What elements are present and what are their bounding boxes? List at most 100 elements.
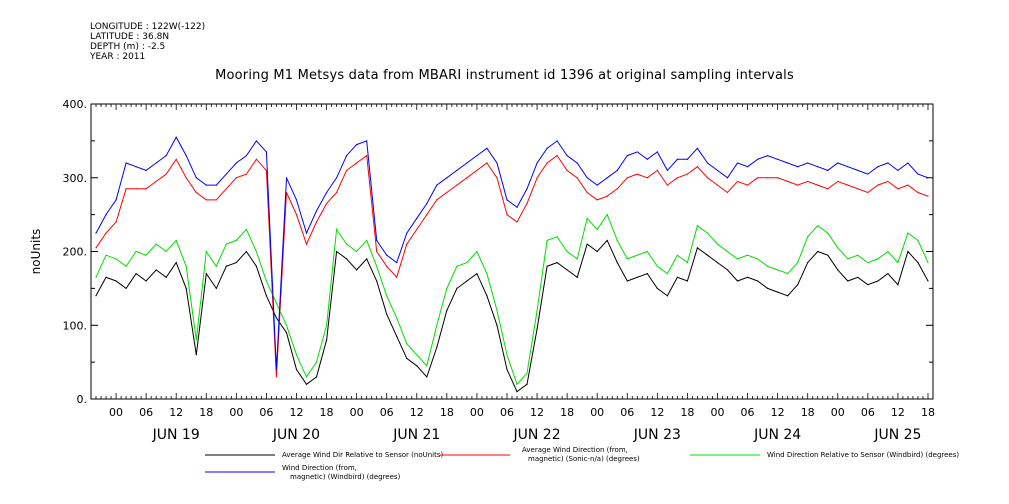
data-point-series-3: [295, 354, 298, 356]
data-point-series-2: [165, 173, 167, 175]
data-point-series-2: [616, 188, 618, 190]
data-point-series-3: [606, 214, 608, 216]
data-point-series-3: [315, 361, 318, 363]
data-point-series-2: [877, 184, 879, 186]
x-tick-label: 00: [831, 406, 845, 419]
data-point-series-3: [185, 265, 187, 267]
x-tick-label: 12: [410, 406, 424, 419]
data-point-series-3: [215, 265, 217, 267]
data-point-series-4: [767, 155, 769, 157]
y-tick-label: 300.: [63, 172, 88, 185]
data-point-series-3: [556, 236, 558, 238]
data-point-series-4: [476, 155, 478, 157]
data-point-series-3: [476, 250, 478, 253]
data-point-series-2: [456, 184, 458, 186]
data-point-series-4: [185, 155, 187, 157]
data-point-series-2: [746, 184, 749, 186]
data-point-series-2: [676, 177, 678, 179]
data-point-series-3: [756, 258, 759, 260]
data-point-series-4: [496, 162, 498, 164]
data-point-series-1: [746, 276, 749, 278]
data-point-series-3: [275, 302, 278, 304]
data-point-series-1: [265, 295, 268, 297]
data-point-series-3: [245, 228, 247, 230]
data-point-series-1: [787, 295, 789, 297]
data-point-series-4: [746, 166, 749, 168]
data-point-series-1: [225, 265, 227, 267]
data-point-series-1: [897, 284, 899, 286]
data-point-series-3: [496, 309, 498, 312]
data-point-series-3: [716, 243, 719, 245]
data-point-series-1: [847, 280, 849, 282]
data-point-series-4: [125, 162, 127, 164]
data-point-series-3: [195, 339, 197, 341]
data-point-series-2: [115, 221, 117, 223]
data-point-series-2: [736, 180, 739, 183]
data-point-series-3: [426, 365, 428, 367]
data-point-series-2: [305, 243, 308, 245]
data-point-series-1: [456, 287, 458, 289]
data-point-series-1: [275, 317, 278, 319]
data-point-series-3: [486, 273, 488, 275]
data-point-series-4: [857, 169, 859, 171]
data-point-series-2: [185, 177, 187, 179]
data-point-series-1: [315, 376, 318, 378]
data-point-series-2: [376, 250, 378, 253]
data-point-series-3: [676, 254, 678, 256]
data-point-series-2: [546, 162, 548, 164]
data-point-series-4: [646, 158, 648, 160]
data-point-series-4: [686, 158, 689, 160]
data-point-series-4: [787, 162, 789, 164]
legend-label-1: Average Wind Dir Relative to Sensor (noU…: [282, 451, 443, 459]
data-point-series-4: [756, 158, 759, 160]
data-point-series-1: [526, 383, 528, 385]
data-point-series-1: [867, 284, 869, 286]
data-point-series-1: [676, 276, 678, 278]
data-point-series-1: [506, 368, 508, 371]
x-tick-label: 12: [891, 406, 905, 419]
data-point-series-4: [827, 169, 829, 171]
data-point-series-2: [626, 177, 628, 179]
data-point-series-4: [546, 147, 548, 149]
data-point-series-1: [165, 276, 167, 278]
data-point-series-1: [666, 295, 668, 297]
x-tick-label: 12: [289, 406, 303, 419]
data-point-series-2: [506, 214, 508, 216]
data-point-series-2: [295, 214, 298, 216]
data-point-series-1: [656, 287, 658, 289]
x-day-label: JUN 21: [392, 427, 440, 443]
data-point-series-4: [807, 162, 809, 164]
data-point-series-2: [756, 177, 759, 179]
data-point-series-3: [726, 250, 729, 253]
data-point-series-2: [726, 191, 729, 194]
data-point-series-1: [626, 280, 628, 282]
chart-title: Mooring M1 Metsys data from MBARI instru…: [215, 68, 794, 83]
data-point-series-3: [506, 354, 508, 356]
data-point-series-3: [867, 261, 869, 264]
data-point-series-1: [857, 276, 859, 278]
x-tick-label: 00: [470, 406, 484, 419]
data-point-series-1: [817, 250, 819, 253]
data-point-series-2: [897, 188, 899, 190]
data-point-series-1: [877, 280, 879, 282]
data-point-series-3: [736, 258, 739, 260]
data-point-series-3: [325, 324, 328, 326]
data-point-series-1: [255, 265, 257, 267]
x-tick-label: 06: [861, 406, 875, 419]
data-point-series-1: [576, 276, 578, 278]
data-point-series-4: [626, 155, 628, 157]
data-point-series-1: [295, 368, 298, 371]
data-point-series-1: [416, 365, 418, 367]
data-point-series-3: [516, 383, 518, 385]
x-tick-label: 12: [771, 406, 785, 419]
data-point-series-2: [145, 188, 147, 190]
data-point-series-3: [746, 254, 749, 256]
x-tick-label: 06: [741, 406, 755, 419]
data-point-series-2: [175, 158, 177, 160]
data-point-series-2: [646, 177, 648, 179]
x-day-label: JUN 25: [873, 427, 921, 443]
data-point-series-3: [145, 254, 147, 256]
data-point-series-2: [406, 243, 408, 245]
data-point-series-1: [145, 280, 147, 282]
data-point-series-1: [235, 261, 237, 264]
